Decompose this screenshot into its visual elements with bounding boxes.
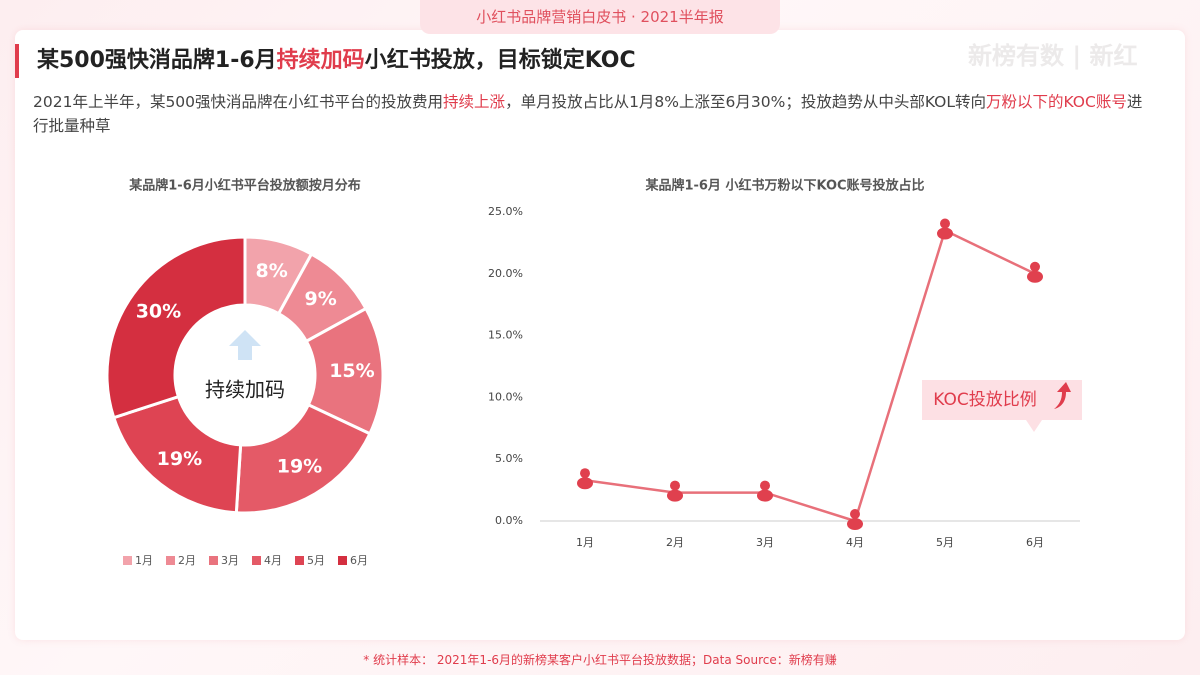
footer: * 统计样本： 2021年1-6月的新榜某客户小红书平台投放数据；Data So… — [363, 653, 837, 667]
x-tick-label: 4月 — [846, 536, 864, 549]
data-label: 30% — [136, 301, 181, 323]
title-text: 某500强快消品牌1-6月 — [37, 48, 277, 73]
marker — [937, 218, 953, 240]
data-label: 8% — [255, 260, 287, 282]
legend-label: 2月 — [178, 554, 196, 567]
legend-label: 3月 — [221, 554, 239, 567]
data-label: 15% — [329, 360, 374, 382]
legend-label: 4月 — [264, 554, 282, 567]
x-tick-label: 1月 — [576, 536, 594, 549]
legend-label: 1月 — [135, 554, 153, 567]
legend-label: KOC投放比例 — [933, 390, 1036, 410]
y-tick-label: 5.0% — [495, 452, 523, 465]
y-tick-label: 25.0% — [488, 205, 523, 218]
marker-head — [670, 480, 680, 491]
marker-body — [757, 489, 773, 502]
chart-title: 某品牌1-6月 小红书万粉以下KOC账号投放占比 — [644, 178, 924, 194]
title-text: 小红书投放，目标锁定KOC — [364, 48, 636, 73]
legend-swatch — [209, 556, 218, 565]
donut-slice — [105, 235, 247, 420]
legend-label: 6月 — [350, 554, 368, 567]
line — [584, 228, 1036, 523]
marker-body — [1027, 270, 1043, 283]
marker-body — [667, 489, 683, 502]
annotation-box — [922, 380, 1082, 432]
center-label: 持续加码 — [205, 378, 285, 402]
legend-swatch — [252, 556, 261, 565]
data-label: 9% — [305, 288, 337, 310]
subtitle-text: ，单月投放占比从1月8%上涨至6月30%；投放趋势从中头部KOL转向 — [505, 93, 986, 111]
watermark: 新榜有数 | 新红 — [968, 42, 1138, 70]
marker-head — [580, 468, 590, 479]
arrow-icon — [229, 330, 261, 360]
slide-title: 某500强快消品牌1-6月持续加码小红书投放，目标锁定KOC — [15, 44, 636, 78]
marker-body — [937, 227, 953, 240]
header-banner: 小红书品牌营销白皮书 · 2021半年报 — [420, 0, 780, 34]
marker-head — [940, 218, 950, 229]
marker-body — [577, 477, 593, 490]
subtitle: 2021年上半年，某500强快消品牌在小红书平台的投放费用持续上涨，单月投放占比… — [33, 90, 1153, 138]
donut-slice — [111, 394, 243, 515]
marker — [667, 480, 683, 502]
data-label: 19% — [277, 456, 322, 478]
x-tick-label: 3月 — [756, 536, 774, 549]
x-tick-label: 2月 — [666, 536, 684, 549]
marker — [757, 480, 773, 502]
legend-swatch — [123, 556, 132, 565]
subtitle-text: 2021年上半年，某500强快消品牌在小红书平台的投放费用 — [33, 93, 444, 111]
y-tick-label: 0.0% — [495, 514, 523, 527]
charts: 某品牌1-6月小红书平台投放额按月分布 8% 1月 9% 2月 15% 3月 19% 4月 19%… — [105, 178, 1082, 567]
legend-label: 5月 — [307, 554, 325, 567]
marker-body — [847, 518, 863, 530]
legend-swatch — [166, 556, 175, 565]
subtitle-highlight: 持续上涨 — [443, 93, 506, 111]
title-highlight: 持续加码 — [276, 48, 365, 73]
y-tick-label: 20.0% — [488, 267, 523, 280]
card — [15, 30, 1185, 640]
donut-slice — [234, 402, 372, 515]
y-tick-label: 10.0% — [488, 390, 523, 403]
marker-head — [850, 509, 860, 519]
subtitle-text: 进行批量种草 — [33, 93, 1143, 135]
x-tick-label: 5月 — [936, 536, 954, 549]
x-tick-label: 6月 — [1026, 536, 1044, 549]
legend-swatch — [338, 556, 347, 565]
marker-head — [760, 480, 770, 491]
marker — [1027, 261, 1043, 283]
legend-swatch — [295, 556, 304, 565]
subtitle-highlight: 万粉以下的KOC账号 — [985, 93, 1127, 111]
marker — [577, 468, 593, 490]
data-label: 19% — [157, 448, 202, 470]
y-tick-label: 15.0% — [488, 329, 523, 342]
up-arrow — [1054, 382, 1071, 409]
chart-title: 某品牌1-6月小红书平台投放额按月分布 — [128, 178, 361, 194]
marker-head — [1030, 261, 1040, 272]
marker — [847, 509, 863, 530]
